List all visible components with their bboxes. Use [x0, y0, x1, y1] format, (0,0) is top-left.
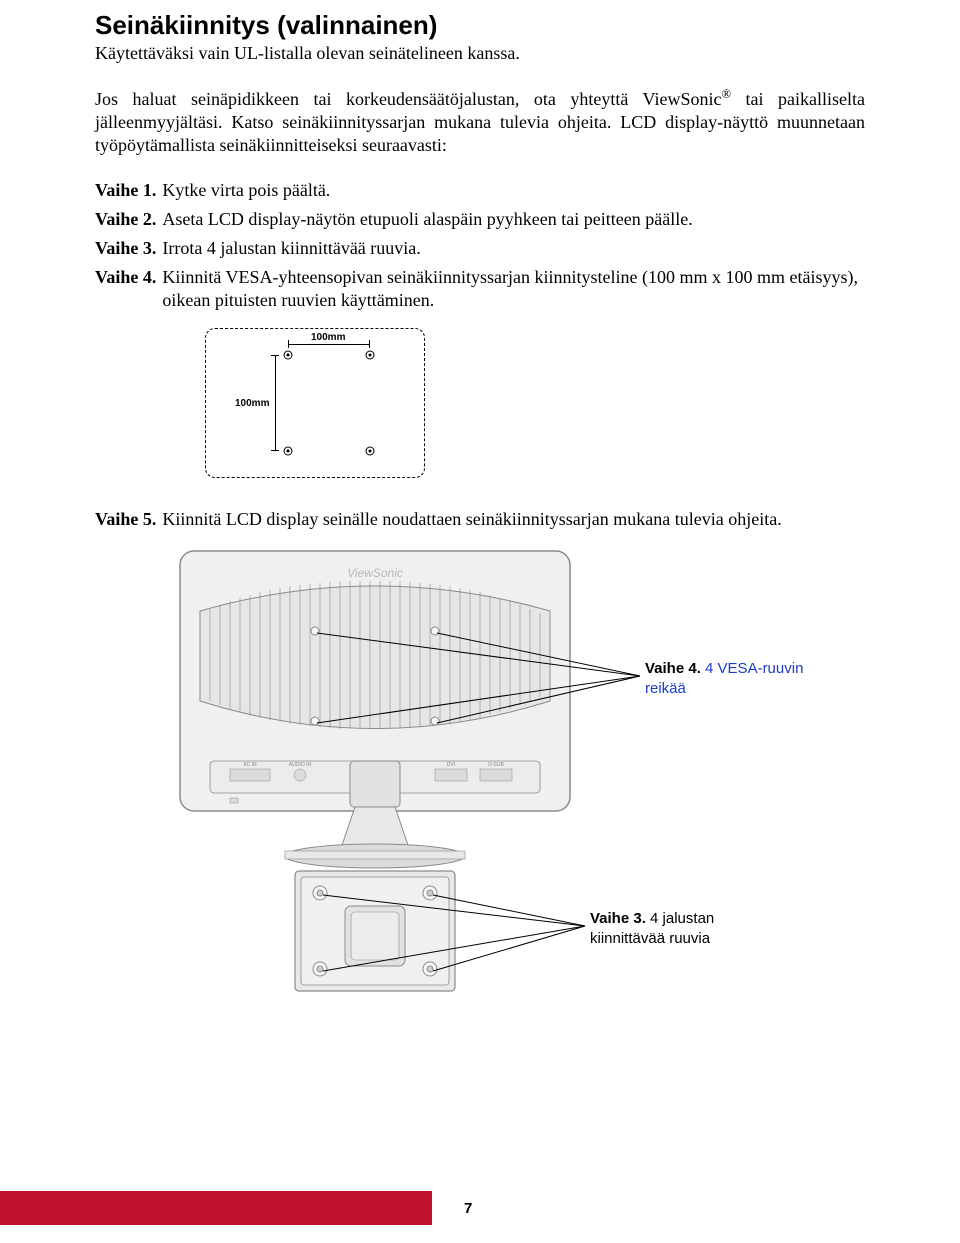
- step-5-label: Vaihe 5.: [95, 508, 162, 531]
- callout-step3-label: Vaihe 3.: [590, 910, 646, 927]
- vesa-hole-icon: [365, 446, 375, 456]
- dim-v-label: 100mm: [235, 398, 269, 409]
- registered-mark: ®: [721, 87, 731, 101]
- svg-text:ViewSonic: ViewSonic: [347, 566, 403, 580]
- footer-red-block: [0, 1191, 432, 1225]
- svg-text:AC IN: AC IN: [243, 762, 257, 768]
- step-4: Vaihe 4. Kiinnitä VESA-yhteensopivan sei…: [95, 266, 865, 312]
- monitor-illustration: ViewSonic AC IN AUDIO IN DVI D-SUB: [95, 541, 865, 1001]
- svg-text:DVI: DVI: [447, 762, 455, 768]
- dim-tick: [271, 355, 279, 356]
- step-4-text: Kiinnitä VESA-yhteensopivan seinäkiinnit…: [162, 266, 865, 312]
- step-2-label: Vaihe 2.: [95, 208, 162, 231]
- callout-step3: Vaihe 3. 4 jalustan kiinnittävää ruuvia: [590, 909, 750, 948]
- vesa-diagram: 100mm 100mm: [205, 328, 425, 478]
- dim-line: [275, 355, 276, 451]
- intro-paragraph: Jos haluat seinäpidikkeen tai korkeudens…: [95, 86, 865, 157]
- dim-h-label: 100mm: [311, 332, 345, 343]
- footer-bar: 7: [0, 1191, 960, 1225]
- dim-tick: [369, 340, 370, 348]
- svg-text:AUDIO IN: AUDIO IN: [289, 762, 312, 768]
- callout-step4: Vaihe 4. 4 VESA-ruuvin reikää: [645, 659, 805, 698]
- step-1-label: Vaihe 1.: [95, 179, 162, 202]
- step-5: Vaihe 5. Kiinnitä LCD display seinälle n…: [95, 508, 865, 531]
- vesa-hole-icon: [283, 446, 293, 456]
- step-4-label: Vaihe 4.: [95, 266, 162, 312]
- step-5-text: Kiinnitä LCD display seinälle noudattaen…: [162, 508, 865, 531]
- callout-step4-label: Vaihe 4.: [645, 660, 701, 677]
- vesa-hole-icon: [365, 350, 375, 360]
- page-subtitle: Käytettäväksi vain UL-listalla olevan se…: [95, 43, 865, 64]
- step-3-text: Irrota 4 jalustan kiinnittävää ruuvia.: [162, 237, 865, 260]
- dim-tick: [288, 340, 289, 348]
- dim-tick: [271, 450, 279, 451]
- step-1: Vaihe 1. Kytke virta pois päältä.: [95, 179, 865, 202]
- page-number: 7: [432, 1191, 960, 1225]
- dim-line: [288, 344, 370, 345]
- step-3-label: Vaihe 3.: [95, 237, 162, 260]
- svg-text:D-SUB: D-SUB: [488, 762, 504, 768]
- step-2: Vaihe 2. Aseta LCD display-näytön etupuo…: [95, 208, 865, 231]
- step-2-text: Aseta LCD display-näytön etupuoli alaspä…: [162, 208, 865, 231]
- page-title: Seinäkiinnitys (valinnainen): [95, 10, 865, 41]
- intro-text-a: Jos haluat seinäpidikkeen tai korkeudens…: [95, 89, 721, 109]
- step-1-text: Kytke virta pois päältä.: [162, 179, 865, 202]
- vesa-hole-icon: [283, 350, 293, 360]
- step-3: Vaihe 3. Irrota 4 jalustan kiinnittävää …: [95, 237, 865, 260]
